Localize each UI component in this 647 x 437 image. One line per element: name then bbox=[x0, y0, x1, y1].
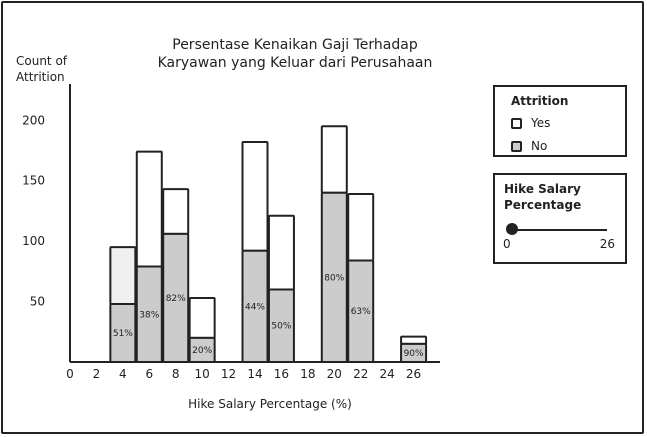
legend-panel: Attrition Yes No bbox=[493, 85, 627, 157]
slider-track[interactable] bbox=[507, 229, 607, 231]
slider-panel: Hike Salary Percentage 0 26 bbox=[493, 173, 627, 264]
legend-swatch-no bbox=[511, 140, 522, 152]
legend-title: Attrition bbox=[511, 94, 569, 108]
x-tick-label: 10 bbox=[195, 367, 210, 381]
legend-label-yes: Yes bbox=[531, 116, 551, 130]
bar-segment-yes bbox=[347, 192, 375, 262]
slider-thumb[interactable] bbox=[506, 223, 518, 235]
bar-segment-no bbox=[188, 336, 216, 363]
x-tick-label: 26 bbox=[406, 367, 421, 381]
y-tick-label: 150 bbox=[22, 174, 45, 188]
bar-segment-yes bbox=[241, 141, 269, 252]
x-tick-label: 8 bbox=[172, 367, 180, 381]
y-axis-label-line-2: Attrition bbox=[16, 70, 65, 84]
bar-data-label: 38% bbox=[139, 310, 159, 320]
bar-segment-yes bbox=[320, 125, 348, 194]
bar-data-label: 20% bbox=[192, 346, 212, 356]
bar-data-label: 50% bbox=[271, 322, 291, 332]
x-tick-label: 12 bbox=[221, 367, 236, 381]
slider-title-line-1: Hike Salary bbox=[504, 182, 581, 196]
x-tick-label: 2 bbox=[93, 367, 101, 381]
x-tick-label: 0 bbox=[66, 367, 74, 381]
x-tick-label: 20 bbox=[327, 367, 342, 381]
bar-segment-no bbox=[241, 249, 269, 363]
bar-data-label: 63% bbox=[351, 307, 371, 317]
slider-title-line-2: Percentage bbox=[504, 198, 582, 212]
legend-item-no[interactable]: No bbox=[511, 136, 625, 156]
y-tick-label: 200 bbox=[22, 113, 45, 127]
x-tick-label: 16 bbox=[274, 367, 289, 381]
x-tick-label: 14 bbox=[247, 367, 262, 381]
bar-segment-yes bbox=[162, 188, 190, 235]
bar-segment-yes bbox=[109, 246, 137, 305]
bar-segment-yes bbox=[135, 150, 163, 268]
chart-title-line-2: Karyawan yang Keluar dari Perusahaan bbox=[157, 55, 433, 71]
bar-segment-no bbox=[400, 342, 428, 364]
bar-segment-no bbox=[135, 265, 163, 363]
y-tick-label: 100 bbox=[22, 234, 45, 248]
legend-swatch-yes bbox=[511, 117, 522, 129]
x-tick-label: 6 bbox=[145, 367, 153, 381]
x-tick-label: 18 bbox=[300, 367, 315, 381]
bar-segment-yes bbox=[400, 335, 428, 345]
slider-min-label: 0 bbox=[503, 237, 511, 251]
bar-segment-no bbox=[162, 232, 190, 363]
bar-segment-yes bbox=[188, 296, 216, 339]
x-tick-label: 4 bbox=[119, 367, 127, 381]
bar-data-label: 44% bbox=[245, 302, 265, 312]
x-axis-label: Hike Salary Percentage (%) bbox=[188, 397, 352, 411]
slider-max-label: 26 bbox=[599, 237, 615, 251]
bar-segment-no bbox=[320, 191, 348, 363]
bar-data-label: 90% bbox=[404, 349, 424, 359]
chart-title-line-1: Persentase Kenaikan Gaji Terhadap bbox=[172, 37, 418, 53]
y-tick-label: 50 bbox=[30, 295, 45, 309]
bar-segment-no bbox=[267, 288, 295, 364]
legend-item-yes[interactable]: Yes bbox=[511, 113, 625, 133]
legend-label-no: No bbox=[531, 139, 548, 153]
bar-segment-yes bbox=[267, 214, 295, 291]
bar-data-label: 82% bbox=[166, 294, 186, 304]
bar-data-label: 51% bbox=[113, 329, 133, 339]
y-axis-label-line-1: Count of bbox=[16, 54, 68, 68]
bar-segment-no bbox=[347, 259, 375, 364]
bar-data-label: 80% bbox=[324, 273, 344, 283]
x-tick-label: 22 bbox=[353, 367, 368, 381]
x-tick-label: 24 bbox=[380, 367, 395, 381]
bar-segment-no bbox=[109, 302, 137, 363]
